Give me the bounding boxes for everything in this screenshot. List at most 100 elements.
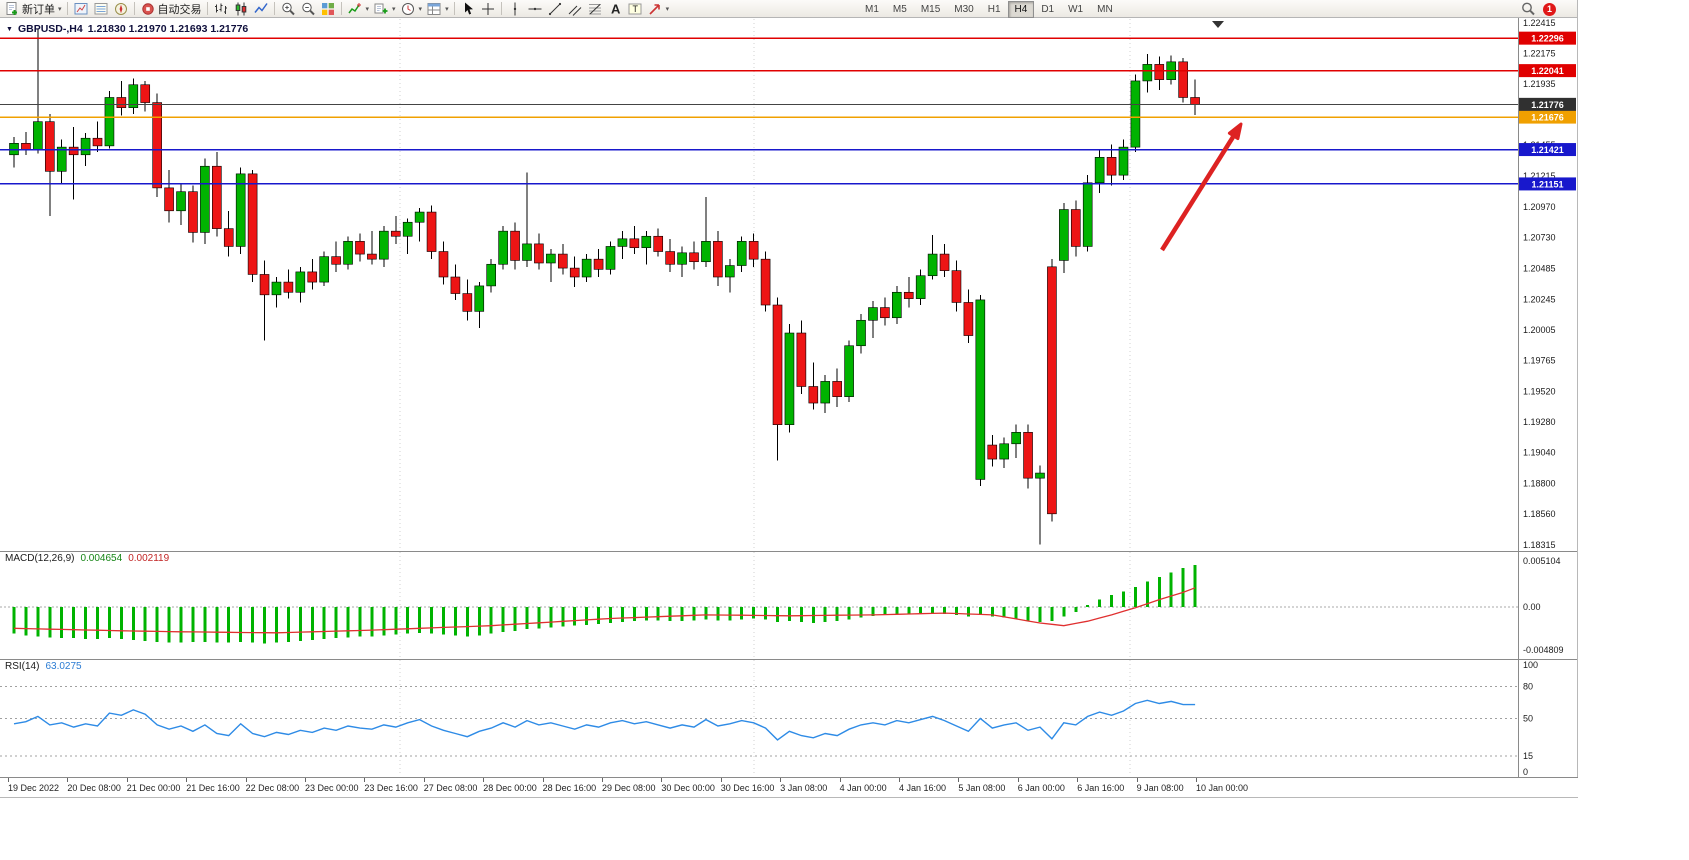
templates-button[interactable]: ▾ bbox=[424, 1, 451, 17]
trend-arrow[interactable] bbox=[1160, 122, 1243, 252]
add-indicator-button[interactable]: ▾ bbox=[371, 1, 398, 17]
candle bbox=[713, 241, 723, 278]
indicators-button[interactable]: ▾ bbox=[345, 1, 372, 17]
dropdown-caret-icon: ▾ bbox=[392, 5, 396, 13]
toolbar-right-tools: 1 bbox=[1518, 1, 1556, 17]
zoom-out-button[interactable] bbox=[298, 1, 318, 17]
candle bbox=[1106, 157, 1117, 176]
tile-windows-button[interactable] bbox=[318, 1, 338, 17]
time-label: 20 Dec 08:00 bbox=[67, 783, 121, 793]
svg-text:1.19765: 1.19765 bbox=[1523, 355, 1556, 365]
tf-h1-button[interactable]: H1 bbox=[987, 4, 1001, 15]
trendline-button[interactable] bbox=[545, 1, 565, 17]
time-tick bbox=[245, 778, 247, 782]
candle bbox=[1094, 157, 1105, 184]
candle bbox=[1082, 182, 1093, 247]
candle bbox=[450, 276, 461, 294]
macd-panel[interactable]: 0.005104 0.00 -0.004809 bbox=[0, 551, 1577, 659]
candle bbox=[581, 258, 592, 278]
time-tick bbox=[958, 778, 960, 782]
text-label-button[interactable]: T bbox=[625, 1, 645, 17]
zoom-in-button[interactable] bbox=[278, 1, 298, 17]
candle bbox=[736, 241, 747, 266]
svg-text:15: 15 bbox=[1523, 751, 1533, 761]
charts-icon bbox=[73, 1, 89, 17]
chart-menu-caret-icon[interactable]: ▼ bbox=[6, 25, 13, 33]
svg-text:T: T bbox=[632, 4, 638, 14]
candle bbox=[56, 146, 67, 172]
candle bbox=[128, 84, 139, 108]
charts-button[interactable] bbox=[71, 1, 91, 17]
text-button[interactable]: A bbox=[605, 1, 625, 17]
candle bbox=[963, 302, 974, 336]
candle bbox=[80, 137, 91, 156]
candle bbox=[629, 238, 640, 249]
market-watch-icon bbox=[93, 1, 109, 17]
autotrading-button[interactable]: 自动交易 bbox=[138, 1, 204, 17]
toolbar-separator bbox=[500, 2, 502, 15]
fibonacci-button[interactable] bbox=[585, 1, 605, 17]
candle bbox=[665, 251, 675, 265]
time-label: 5 Jan 08:00 bbox=[958, 783, 1006, 793]
bar-chart-type-button[interactable] bbox=[211, 1, 231, 17]
search-button[interactable] bbox=[1518, 1, 1538, 17]
arrows-button[interactable]: ▾ bbox=[645, 1, 672, 17]
horizontal-line-button[interactable] bbox=[525, 1, 545, 17]
navigator-icon bbox=[113, 1, 129, 17]
candle bbox=[92, 137, 103, 147]
candles-group[interactable] bbox=[9, 28, 1200, 545]
candle bbox=[760, 258, 771, 306]
candle bbox=[247, 173, 258, 275]
candlestick-type-button[interactable] bbox=[231, 1, 251, 17]
time-label: 29 Dec 08:00 bbox=[602, 783, 656, 793]
navigator-button[interactable] bbox=[111, 1, 131, 17]
rsi-panel[interactable]: 100 80 50 15 0 bbox=[0, 659, 1577, 777]
new-order-button[interactable]: 新订单 ▾ bbox=[2, 1, 64, 17]
time-tick bbox=[1077, 778, 1079, 782]
candle bbox=[724, 265, 735, 278]
cursor-button[interactable] bbox=[458, 1, 478, 17]
tf-mn-button[interactable]: MN bbox=[1097, 4, 1113, 15]
svg-text:1.18560: 1.18560 bbox=[1523, 509, 1556, 519]
candle bbox=[235, 173, 246, 247]
trendline-icon bbox=[547, 1, 563, 17]
svg-text:1.21676: 1.21676 bbox=[1531, 113, 1564, 123]
candle bbox=[188, 191, 198, 233]
line-chart-type-button[interactable] bbox=[251, 1, 271, 17]
market-watch-button[interactable] bbox=[91, 1, 111, 17]
templates-icon bbox=[426, 1, 442, 17]
macd-label: MACD(12,26,9) 0.004654 0.002119 bbox=[5, 553, 169, 564]
time-axis[interactable]: 19 Dec 2022 20 Dec 08:00 21 Dec 00:00 21 De… bbox=[0, 777, 1578, 797]
svg-text:1.20485: 1.20485 bbox=[1523, 264, 1556, 274]
text-label-icon: T bbox=[627, 1, 643, 17]
dropdown-caret-icon: ▾ bbox=[418, 5, 423, 13]
tf-w1-button[interactable]: W1 bbox=[1068, 4, 1084, 15]
ohlc-values: 1.21830 1.21970 1.21693 1.21776 bbox=[87, 23, 249, 35]
arrows-icon bbox=[647, 1, 663, 17]
new-order-label: 新订单 bbox=[22, 3, 55, 16]
candle bbox=[343, 241, 353, 265]
equidistant-channel-button[interactable] bbox=[565, 1, 585, 17]
candle bbox=[701, 241, 711, 263]
svg-text:A: A bbox=[611, 1, 621, 16]
tf-m15-button[interactable]: M15 bbox=[920, 4, 941, 15]
vertical-line-button[interactable] bbox=[505, 1, 525, 17]
notification-badge[interactable]: 1 bbox=[1543, 2, 1556, 16]
tf-m30-button[interactable]: M30 bbox=[954, 4, 974, 15]
toolbar: 新订单 ▾ 自动交易 ▾ ▾ ▾ ▾ A T ▾ M1 M5 M15 M30 H1 H4 D1 W1 MN 1 bbox=[0, 0, 1577, 18]
price-chart[interactable]: 1.224151.221751.219351.216951.214551.212… bbox=[0, 18, 1577, 551]
time-tick bbox=[126, 778, 128, 782]
chart-shift-marker[interactable] bbox=[1212, 21, 1224, 28]
crosshair-button[interactable] bbox=[478, 1, 498, 17]
tf-m5-button[interactable]: M5 bbox=[892, 4, 907, 15]
time-label: 4 Jan 16:00 bbox=[899, 783, 947, 793]
time-label: 19 Dec 2022 bbox=[8, 783, 60, 793]
tf-h4-button[interactable]: H4 bbox=[1007, 1, 1035, 18]
periods-button[interactable]: ▾ bbox=[398, 1, 425, 17]
price-box bbox=[1519, 110, 1576, 124]
tf-d1-button[interactable]: D1 bbox=[1041, 4, 1055, 15]
tf-m1-button[interactable]: M1 bbox=[865, 4, 879, 15]
svg-text:1.18800: 1.18800 bbox=[1523, 478, 1556, 488]
candle bbox=[140, 84, 151, 103]
time-tick bbox=[602, 778, 603, 782]
